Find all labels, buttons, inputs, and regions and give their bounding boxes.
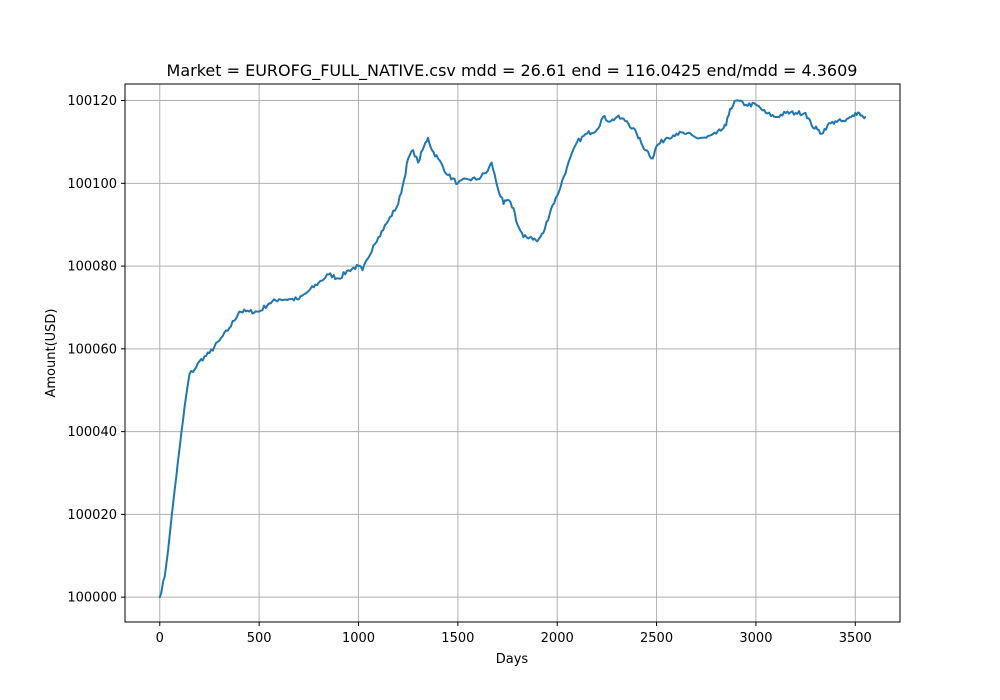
y-tick-label: 100040 xyxy=(67,425,117,440)
y-tick-labels: 100000 100020 100040 100060 100080 100100 1001… xyxy=(67,94,117,606)
x-tick-labels: 0 500 1000 1500 2000 2500 3000 3500 xyxy=(156,631,872,646)
y-tick-label: 100120 xyxy=(67,94,117,109)
x-tick-label: 3000 xyxy=(739,631,772,646)
plot-frame xyxy=(124,83,901,623)
chart-title: Market = EUROFG_FULL_NATIVE.csv mdd = 26… xyxy=(167,61,858,81)
x-tick-label: 1000 xyxy=(342,631,375,646)
y-tick-label: 100080 xyxy=(67,260,117,275)
x-tick-label: 0 xyxy=(156,631,164,646)
y-tick-label: 100100 xyxy=(67,177,117,192)
x-tick-label: 2000 xyxy=(541,631,574,646)
x-tick-label: 1500 xyxy=(441,631,474,646)
x-tick-label: 2500 xyxy=(640,631,673,646)
y-tick-label: 100060 xyxy=(67,342,117,357)
y-tick-label: 100000 xyxy=(67,591,117,606)
gridlines xyxy=(125,84,900,622)
x-tick-label: 3500 xyxy=(839,631,872,646)
series-line xyxy=(158,99,867,599)
ticks xyxy=(121,100,856,626)
y-tick-label: 100020 xyxy=(67,508,117,523)
series-layer xyxy=(158,99,867,599)
y-axis-label: Amount(USD) xyxy=(44,308,59,397)
x-tick-label: 500 xyxy=(247,631,272,646)
x-axis-label: Days xyxy=(496,652,529,667)
